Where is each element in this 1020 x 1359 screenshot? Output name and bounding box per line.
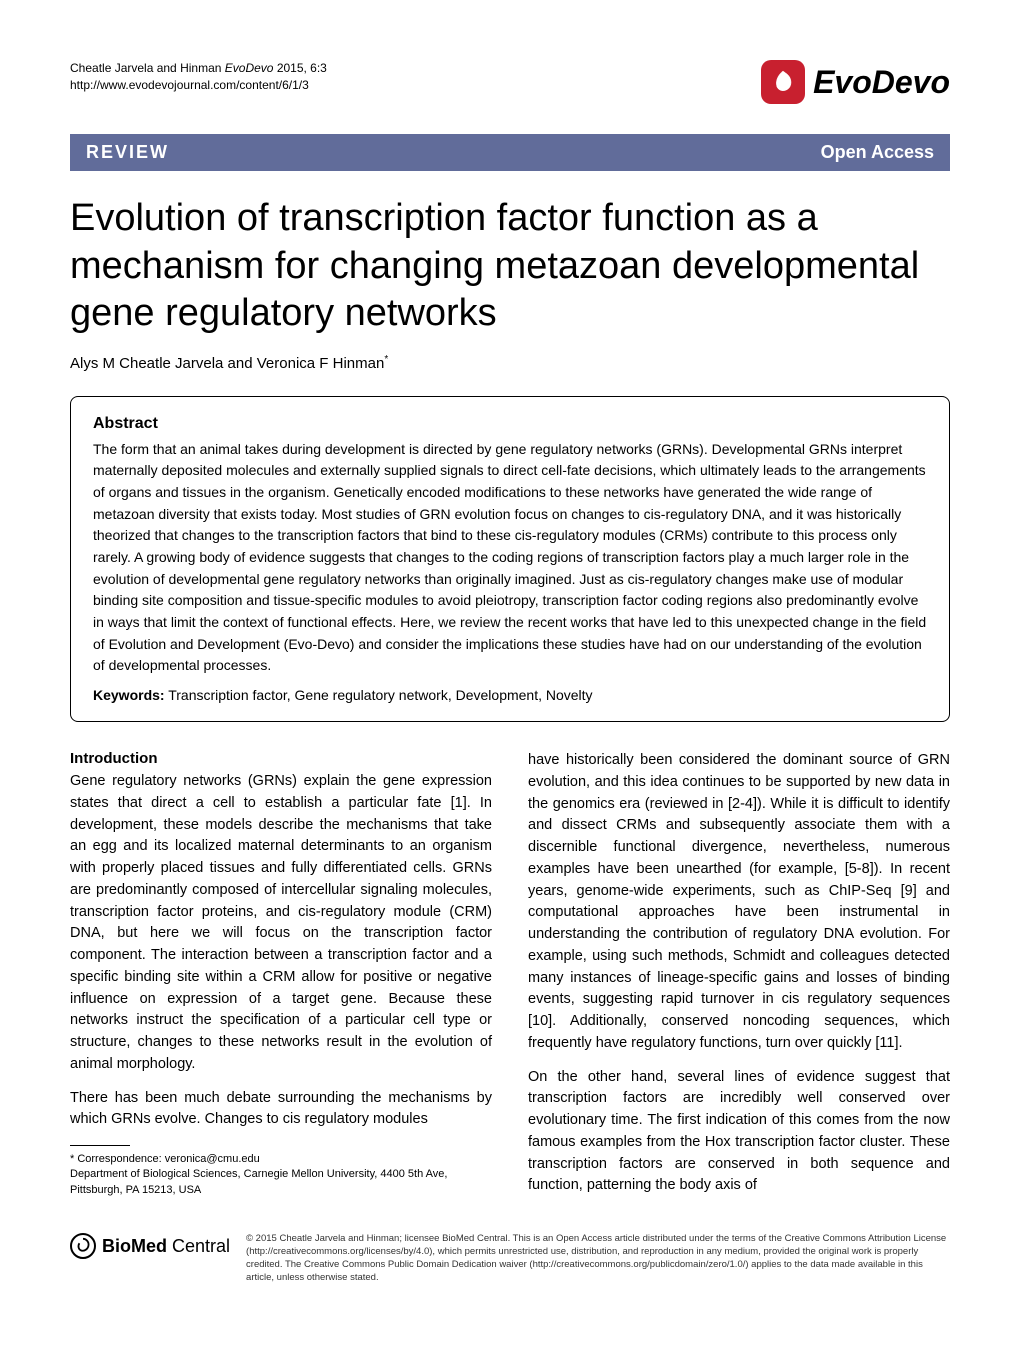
logo-text: EvoDevo	[813, 64, 950, 101]
citation-block: Cheatle Jarvela and Hinman EvoDevo 2015,…	[70, 60, 327, 94]
article-type-label: REVIEW	[86, 142, 169, 163]
corresponding-marker: *	[384, 354, 388, 365]
correspondence-email: veronica@cmu.edu	[165, 1153, 260, 1165]
abstract-text: The form that an animal takes during dev…	[93, 439, 927, 678]
footnote-separator	[70, 1145, 130, 1146]
bmc-light: Central	[172, 1236, 230, 1256]
authors-text: Alys M Cheatle Jarvela and Veronica F Hi…	[70, 355, 384, 372]
bmc-bold: BioMed	[102, 1236, 167, 1256]
abstract-box: Abstract The form that an animal takes d…	[70, 396, 950, 723]
leaf-icon	[761, 60, 805, 104]
abstract-heading: Abstract	[93, 415, 927, 433]
affiliation-text: Department of Biological Sciences, Carne…	[70, 1168, 447, 1195]
intro-heading: Introduction	[70, 750, 492, 767]
bmc-swirl-icon	[74, 1237, 92, 1255]
left-column: Introduction Gene regulatory networks (G…	[70, 750, 492, 1209]
license-text: © 2015 Cheatle Jarvela and Hinman; licen…	[246, 1233, 950, 1284]
biomed-central-logo: BioMed Central	[70, 1233, 230, 1259]
correspondence-label: * Correspondence:	[70, 1153, 162, 1165]
right-column: have historically been considered the do…	[528, 750, 950, 1209]
citation-year-vol: 2015, 6:3	[277, 61, 327, 75]
keywords-text: Transcription factor, Gene regulatory ne…	[168, 687, 592, 703]
article-type-banner: REVIEW Open Access	[70, 134, 950, 171]
header-row: Cheatle Jarvela and Hinman EvoDevo 2015,…	[70, 60, 950, 104]
authors-line: Alys M Cheatle Jarvela and Veronica F Hi…	[70, 354, 950, 372]
citation-authors: Cheatle Jarvela and Hinman	[70, 61, 221, 75]
open-access-label: Open Access	[821, 142, 934, 163]
journal-logo: EvoDevo	[761, 60, 950, 104]
leaf-svg-icon	[768, 67, 798, 97]
citation-journal: EvoDevo	[225, 61, 274, 75]
body-columns: Introduction Gene regulatory networks (G…	[70, 750, 950, 1209]
footnote-block: * Correspondence: veronica@cmu.edu Depar…	[70, 1152, 492, 1198]
body-paragraph: There has been much debate surrounding t…	[70, 1088, 492, 1132]
bmc-text: BioMed Central	[102, 1236, 230, 1257]
citation-url: http://www.evodevojournal.com/content/6/…	[70, 78, 309, 92]
body-paragraph: On the other hand, several lines of evid…	[528, 1067, 950, 1198]
page: Cheatle Jarvela and Hinman EvoDevo 2015,…	[0, 0, 1020, 1324]
keywords-label: Keywords:	[93, 687, 165, 703]
body-paragraph: Gene regulatory networks (GRNs) explain …	[70, 771, 492, 1076]
bmc-circle-icon	[70, 1233, 96, 1259]
keywords-line: Keywords: Transcription factor, Gene reg…	[93, 687, 927, 703]
footer-row: BioMed Central © 2015 Cheatle Jarvela an…	[70, 1233, 950, 1284]
article-title: Evolution of transcription factor functi…	[70, 195, 950, 338]
body-paragraph: have historically been considered the do…	[528, 750, 950, 1055]
